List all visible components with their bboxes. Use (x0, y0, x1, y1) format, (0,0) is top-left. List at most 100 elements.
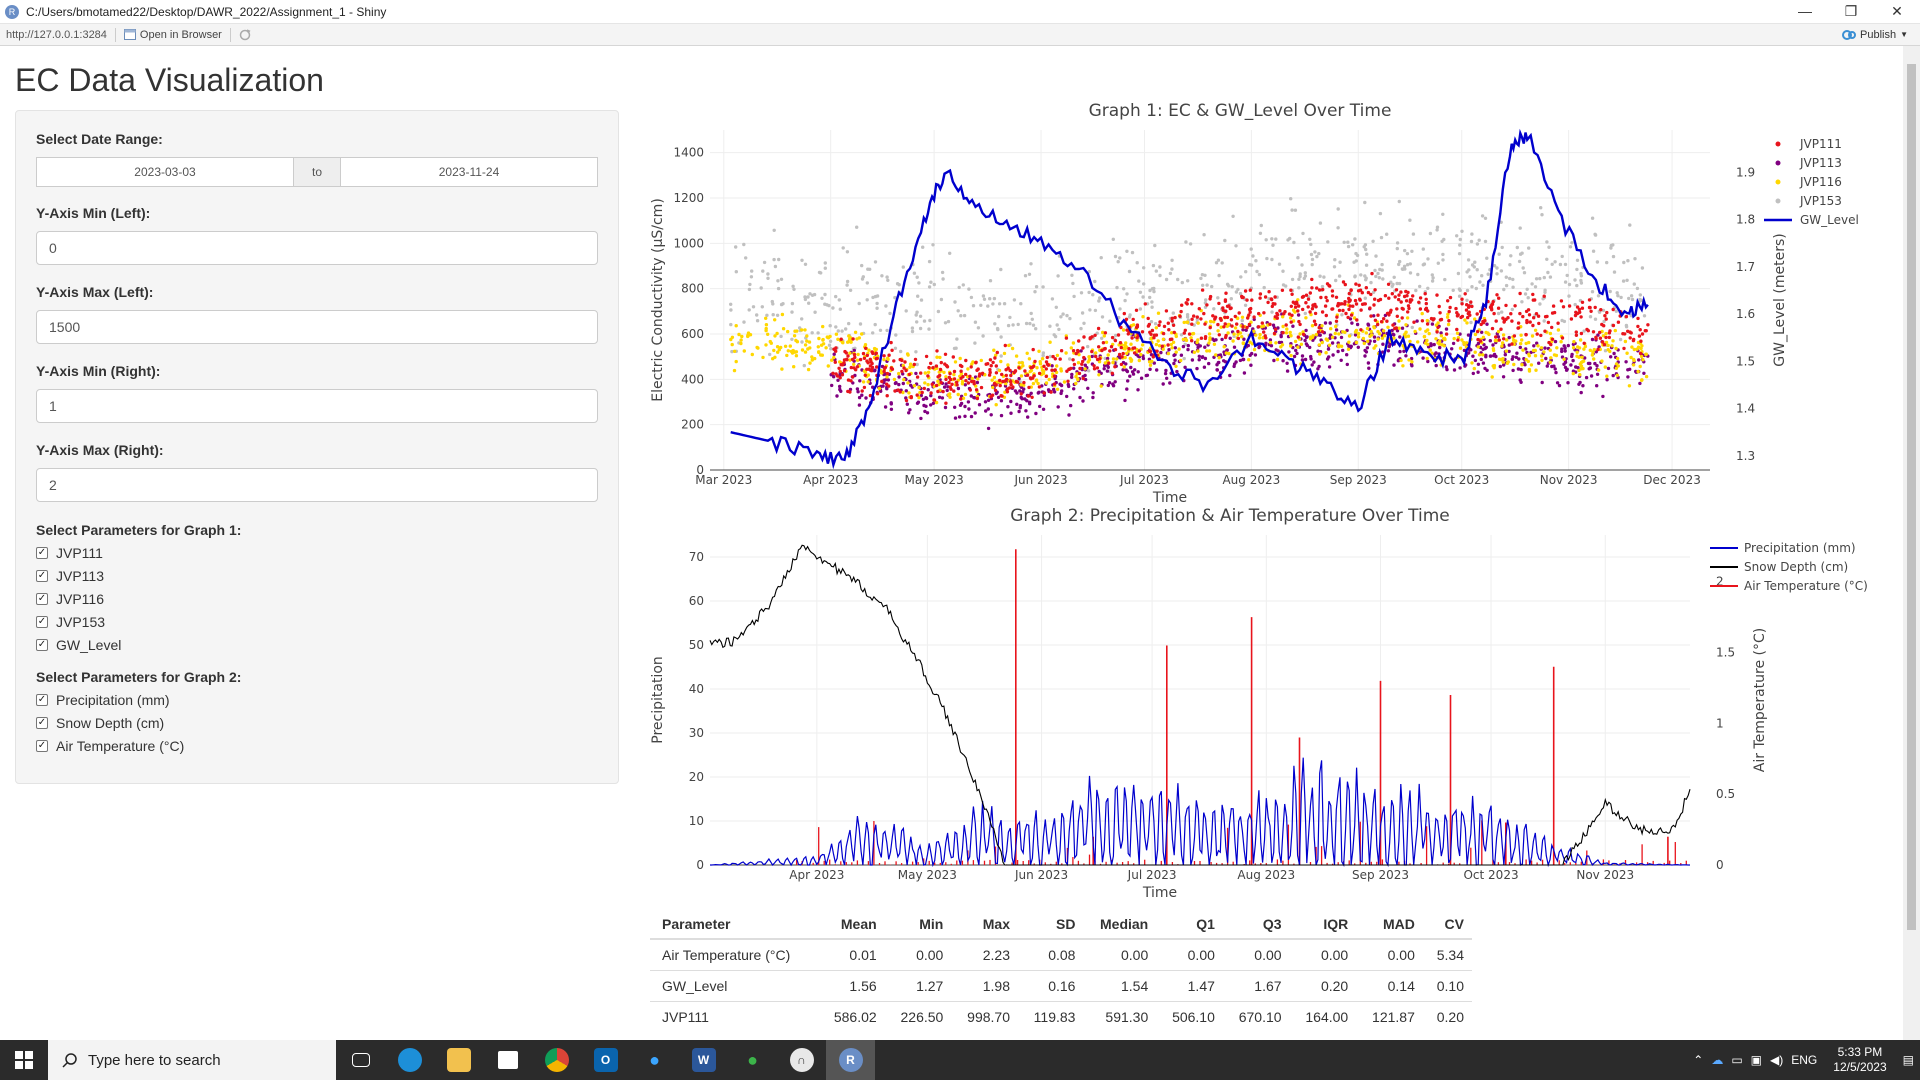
ymax-left-input[interactable]: 1500 (36, 310, 598, 344)
data-point-jvp113 (1242, 371, 1247, 375)
checkbox-check-icon[interactable]: ✓ (36, 593, 48, 605)
data-point-jvp153 (928, 318, 932, 323)
date-start-input[interactable]: 2023-03-03 (36, 157, 294, 187)
checkbox-jvp111[interactable]: ✓ JVP111 (36, 545, 598, 561)
checkbox-check-icon[interactable]: ✓ (36, 740, 48, 752)
checkbox-precipitation[interactable]: ✓ Precipitation (mm) (36, 692, 598, 708)
data-point-jvp111 (1444, 332, 1449, 336)
checkbox-air-temperature[interactable]: ✓ Air Temperature (°C) (36, 738, 598, 754)
table-cell: 506.10 (1156, 1000, 1223, 1032)
checkbox-jvp116[interactable]: ✓ JVP116 (36, 591, 598, 607)
data-point-jvp113 (1341, 348, 1345, 353)
onedrive-icon[interactable]: ☁ (1711, 1053, 1724, 1067)
word-icon[interactable]: W (679, 1040, 728, 1080)
data-point-jvp116 (1352, 316, 1357, 320)
data-point-jvp113 (1131, 372, 1136, 376)
y2-axis-label: Air Temperature (°C) (1752, 628, 1768, 773)
data-point-jvp153 (1138, 307, 1143, 311)
droplet-app-icon[interactable]: ● (649, 1050, 660, 1070)
data-point-jvp111 (1100, 348, 1104, 353)
data-point-jvp116 (934, 400, 939, 405)
data-point-jvp113 (1285, 361, 1289, 365)
volume-icon[interactable]: ◀) (1770, 1053, 1784, 1067)
maximize-button[interactable]: ❐ (1844, 3, 1858, 19)
data-point-jvp116 (1641, 358, 1645, 362)
data-point-jvp116 (1605, 374, 1609, 378)
ymax-right-input[interactable]: 2 (36, 468, 598, 502)
close-button[interactable]: ✕ (1891, 3, 1903, 19)
checkbox-snow-depth[interactable]: ✓ Snow Depth (cm) (36, 715, 598, 731)
checkbox-check-icon[interactable]: ✓ (36, 570, 48, 582)
data-point-jvp111 (939, 360, 943, 365)
ymin-right-input[interactable]: 1 (36, 389, 598, 423)
data-point-jvp111 (1355, 318, 1359, 322)
data-point-jvp111 (1368, 306, 1372, 310)
data-point-jvp113 (1451, 341, 1456, 346)
data-point-jvp111 (1004, 373, 1008, 378)
data-point-jvp116 (1460, 338, 1464, 342)
language-indicator[interactable]: ENG (1791, 1053, 1818, 1067)
rstudio-taskbar-icon[interactable]: ∩ (777, 1040, 826, 1080)
data-point-jvp113 (1126, 379, 1130, 383)
checkbox-check-icon[interactable]: ✓ (36, 717, 48, 729)
data-point-jvp153 (827, 343, 832, 347)
battery-icon[interactable]: ▭ (1731, 1053, 1743, 1067)
y-tick-label: 0 (696, 463, 704, 477)
data-point-jvp153 (1277, 262, 1282, 266)
data-point-jvp111 (882, 369, 886, 374)
data-point-jvp153 (1521, 266, 1525, 270)
data-point-jvp116 (1580, 355, 1584, 359)
outlook-icon[interactable]: O (581, 1040, 630, 1080)
data-point-jvp113 (1557, 383, 1562, 388)
minimize-button[interactable]: — (1798, 3, 1812, 19)
taskbar-search[interactable]: Type here to search (48, 1040, 336, 1080)
data-point-jvp113 (1488, 339, 1492, 343)
checkbox-jvp153[interactable]: ✓ JVP153 (36, 614, 598, 630)
checkbox-gw-level[interactable]: ✓ GW_Level (36, 637, 598, 653)
data-point-jvp111 (1556, 321, 1560, 325)
checkbox-check-icon[interactable]: ✓ (36, 639, 48, 651)
data-point-jvp153 (1041, 353, 1045, 358)
checkbox-check-icon[interactable]: ✓ (36, 547, 48, 559)
chrome-icon[interactable] (532, 1040, 581, 1080)
x-tick-label: Oct 2023 (1463, 868, 1518, 882)
data-point-jvp153 (1596, 294, 1601, 298)
data-point-jvp153 (1006, 323, 1011, 328)
network-icon[interactable]: ▣ (1750, 1053, 1763, 1067)
edge-browser-icon[interactable] (385, 1040, 434, 1080)
data-point-jvp116 (1636, 369, 1640, 374)
open-in-browser-button[interactable]: Open in Browser (123, 29, 222, 41)
page-scrollbar[interactable] (1903, 46, 1920, 1040)
ymin-left-input[interactable]: 0 (36, 231, 598, 265)
publish-button[interactable]: Publish ▼ (1842, 29, 1908, 41)
graph2-chart[interactable]: Graph 2: Precipitation & Air Temperature… (640, 500, 1880, 910)
r-app-icon[interactable]: R (826, 1040, 875, 1080)
refresh-icon[interactable] (239, 28, 251, 41)
green-droplet-app-icon[interactable]: ● (747, 1050, 758, 1070)
data-point-jvp153 (1497, 252, 1501, 256)
scrollbar-thumb[interactable] (1907, 64, 1916, 930)
microsoft-store-icon[interactable] (483, 1040, 532, 1080)
date-end-input[interactable]: 2023-11-24 (340, 157, 598, 187)
taskbar-clock[interactable]: 5:33 PM 12/5/2023 (1833, 1045, 1886, 1075)
data-point-jvp111 (909, 395, 913, 399)
checkbox-jvp113[interactable]: ✓ JVP113 (36, 568, 598, 584)
data-point-jvp116 (1481, 353, 1485, 357)
checkbox-check-icon[interactable]: ✓ (36, 694, 48, 706)
data-point-jvp153 (1456, 271, 1461, 276)
data-point-jvp116 (1445, 315, 1450, 319)
checkbox-check-icon[interactable]: ✓ (36, 616, 48, 628)
data-point-jvp116 (1129, 342, 1133, 346)
notifications-icon[interactable]: ▤ (1902, 1053, 1914, 1067)
data-point-jvp153 (1628, 223, 1632, 227)
data-point-jvp153 (992, 296, 997, 301)
start-button[interactable] (0, 1040, 48, 1080)
data-point-jvp153 (955, 337, 959, 341)
task-view-icon[interactable] (336, 1040, 385, 1080)
data-point-jvp113 (1228, 336, 1232, 340)
file-explorer-icon[interactable] (434, 1040, 483, 1080)
data-point-jvp111 (1550, 311, 1555, 315)
chevron-up-icon[interactable]: ⌃ (1693, 1053, 1704, 1067)
data-point-jvp116 (1320, 340, 1324, 345)
